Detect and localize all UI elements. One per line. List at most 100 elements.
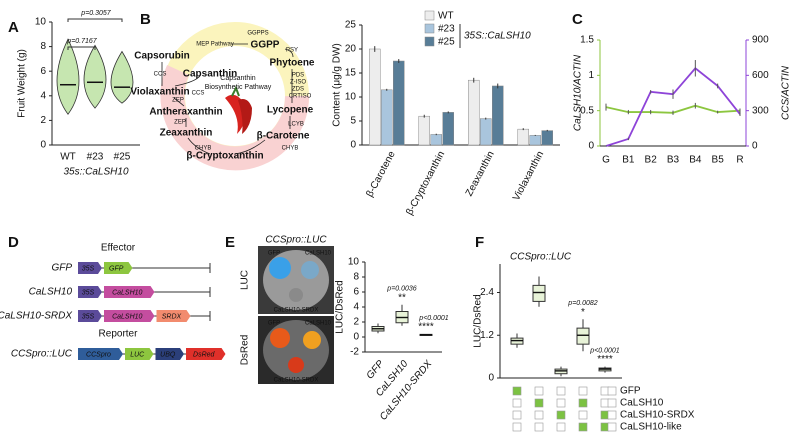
construct-part xyxy=(78,310,102,322)
construct-part xyxy=(78,348,123,360)
dsred-spot xyxy=(288,357,304,373)
x-tick-label: #25 xyxy=(114,152,131,163)
construct-part xyxy=(78,262,102,274)
part-label: GFP xyxy=(109,265,124,272)
x-tick-label: #23 xyxy=(87,152,104,163)
construct-name: CaLSH10 xyxy=(29,287,73,298)
section-title: Reporter xyxy=(99,329,139,340)
panel-label: D xyxy=(8,234,19,251)
part-label: CCSpro xyxy=(86,351,111,358)
spot-label: CaLSH10-SRDX xyxy=(274,378,319,384)
matrix-cell xyxy=(607,398,617,408)
dsred-spot xyxy=(270,328,290,348)
tick-label: 2.4 xyxy=(480,287,494,298)
enzyme: CRTISO xyxy=(289,94,312,100)
pathway-arrows xyxy=(161,43,294,155)
matrix-cell xyxy=(556,398,566,408)
matrix-cell xyxy=(534,398,544,408)
violin xyxy=(110,50,134,104)
bar xyxy=(369,48,381,146)
y-axis-label: Fruit Weight (g) xyxy=(17,49,28,118)
enzyme: ZDS xyxy=(292,87,304,93)
panel-label: A xyxy=(8,19,19,36)
tick-label: 10 xyxy=(35,17,47,28)
legend-label: #25 xyxy=(438,37,455,48)
legend-title: 35S::CaLSH10 xyxy=(464,31,531,42)
dsred-spot xyxy=(303,331,321,349)
matrix-cell xyxy=(512,410,522,420)
tick-label: -2 xyxy=(350,347,359,358)
image-title: CCSpro::LUC xyxy=(265,235,327,246)
chart-title: CCSpro::LUC xyxy=(510,252,572,263)
bracket xyxy=(67,18,123,22)
p-value: p<0.0001 xyxy=(589,347,619,354)
p-value: p=0.3057 xyxy=(80,10,111,17)
panel-label: F xyxy=(475,234,484,251)
tick-label: 600 xyxy=(752,70,769,81)
construct-part xyxy=(156,310,191,322)
enzyme: CCS xyxy=(154,72,167,78)
matrix-cell xyxy=(607,386,617,396)
x-tick-label: β-Cryptoxanthin xyxy=(404,149,447,217)
x-tick-label: B1 xyxy=(622,155,635,166)
row-label: LUC xyxy=(240,270,251,290)
tick-label: 4 xyxy=(353,302,359,313)
matrix-cell xyxy=(534,422,544,432)
spot-label: CaLSH10 xyxy=(305,321,332,327)
tick-label: 1.2 xyxy=(480,330,494,341)
tick-label: 20 xyxy=(345,44,357,55)
bar xyxy=(442,112,454,146)
bar xyxy=(430,134,442,146)
p-value: p<0.0001 xyxy=(418,315,448,322)
construct-part xyxy=(104,310,155,322)
line xyxy=(605,67,741,147)
pathway-title: Capsanthin xyxy=(220,75,256,82)
tick-label: 5 xyxy=(350,116,356,127)
row-label: CaLSH10 xyxy=(620,398,664,409)
enzyme: PSY xyxy=(286,48,298,54)
tick-label: 0 xyxy=(588,141,594,152)
metabolite: β-Cryptoxanthin xyxy=(186,151,263,162)
panel-label: C xyxy=(572,11,583,28)
enzyme: CCS xyxy=(192,91,205,97)
tick-label: 15 xyxy=(345,68,357,79)
matrix-cell xyxy=(512,398,522,408)
row-label: DsRed xyxy=(240,335,251,366)
spot-label: GFP xyxy=(268,251,280,257)
product: Capsanthin xyxy=(183,69,237,80)
luc-spot xyxy=(269,257,291,279)
p-value: p=0.7167 xyxy=(66,38,97,45)
y2-axis-label: CCS/ACTIN xyxy=(781,65,792,120)
x-tick-label: G xyxy=(602,155,610,166)
violin xyxy=(56,38,80,115)
tick-label: 0 xyxy=(353,332,359,343)
tick-label: 6 xyxy=(40,66,46,77)
tick-label: 0 xyxy=(488,373,494,384)
pathway-title: Biosynthetic Pathway xyxy=(205,84,272,91)
y-axis-label: LUC/DsRed xyxy=(473,294,484,347)
metabolite: GGPP xyxy=(251,40,280,51)
part-label: LUC xyxy=(130,351,145,358)
significance: * xyxy=(581,307,585,318)
section-title: Effector xyxy=(101,243,136,254)
enzyme: ZEP xyxy=(174,120,186,126)
tick-label: 300 xyxy=(752,105,769,116)
construct-part xyxy=(104,262,133,274)
legend-label: WT xyxy=(438,11,454,22)
bar xyxy=(418,115,430,146)
matrix-cell xyxy=(556,422,566,432)
tick-label: 10 xyxy=(348,257,360,268)
enzyme: ZEP xyxy=(172,98,184,104)
spot-label: CaLSH10-SRDX xyxy=(274,308,319,314)
matrix-cell xyxy=(512,422,522,432)
metabolite: Antheraxanthin xyxy=(149,107,222,118)
x-tick-label: WT xyxy=(60,152,76,163)
tick-label: 0 xyxy=(350,140,356,151)
enzyme: PDS xyxy=(292,73,304,79)
row-label: CaLSH10-like xyxy=(620,422,682,433)
matrix-cell xyxy=(534,410,544,420)
bar xyxy=(381,89,393,146)
part-label: 35S xyxy=(82,265,95,272)
product: Capsorubin xyxy=(134,51,190,62)
